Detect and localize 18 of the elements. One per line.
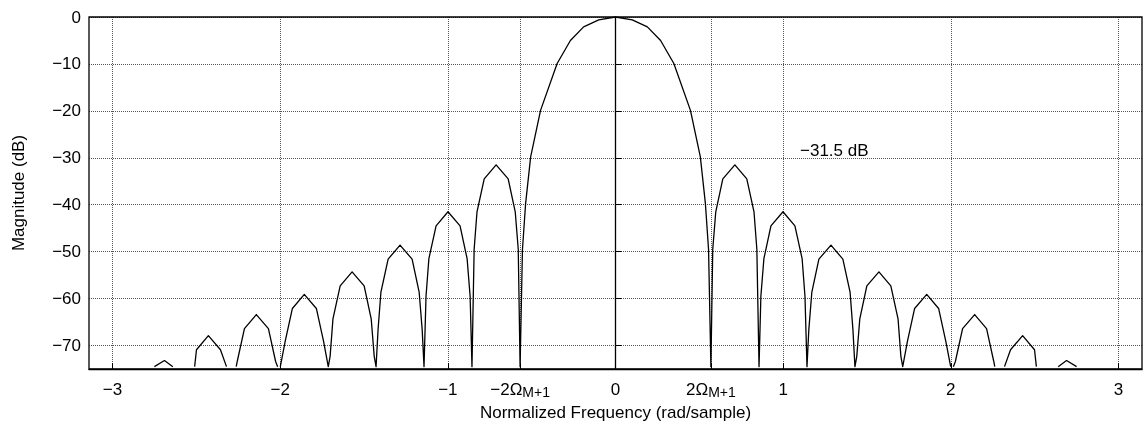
y-tick-label: −40 — [52, 195, 81, 215]
y-axis-title: Magnitude (dB) — [9, 134, 28, 252]
x-tick-label: 0 — [610, 379, 621, 399]
y-tick-label: −60 — [52, 289, 81, 309]
y-tick-label: −20 — [52, 101, 81, 121]
x-tick-label: 2 — [946, 379, 956, 399]
x-tick-label: −3 — [102, 379, 123, 399]
y-tick-label: −50 — [52, 242, 81, 262]
x-tick-label: 3 — [1113, 379, 1124, 399]
x-axis-title: Normalized Frequency (rad/sample) — [479, 402, 752, 422]
x-tick-label: −2 — [270, 379, 290, 399]
y-tick-label: −70 — [52, 336, 81, 356]
y-tick-label: −30 — [52, 148, 81, 168]
x-tick-label: 1 — [778, 379, 788, 399]
y-tick-label: −10 — [52, 54, 81, 74]
y-tick-label: 0 — [71, 7, 81, 27]
x-tick-label: −1 — [438, 379, 458, 399]
annotation: −31.5 dB — [800, 141, 869, 160]
